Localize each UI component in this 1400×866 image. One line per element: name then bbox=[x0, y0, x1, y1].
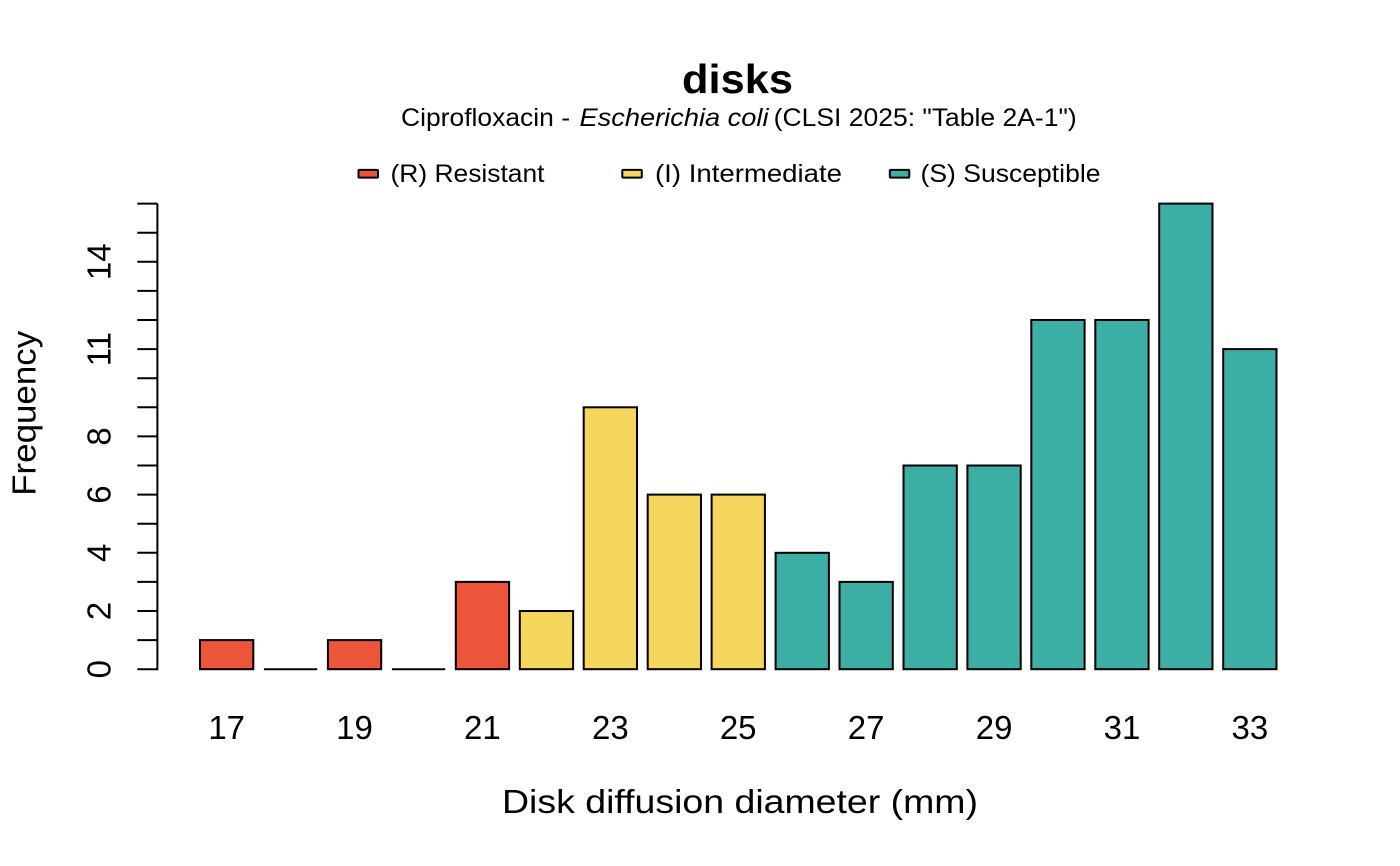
svg-text:disks: disks bbox=[682, 56, 793, 102]
svg-text:25: 25 bbox=[720, 709, 757, 746]
svg-text:19: 19 bbox=[336, 709, 373, 746]
svg-text:21: 21 bbox=[464, 709, 501, 746]
svg-text:(CLSI 2025: "Table 2A-1"): (CLSI 2025: "Table 2A-1") bbox=[774, 104, 1077, 132]
svg-text:Ciprofloxacin -: Ciprofloxacin - bbox=[401, 104, 570, 132]
svg-text:8: 8 bbox=[80, 427, 117, 445]
svg-text:Disk diffusion diameter (mm): Disk diffusion diameter (mm) bbox=[502, 783, 978, 820]
svg-text:27: 27 bbox=[848, 709, 885, 746]
svg-text:14: 14 bbox=[80, 243, 117, 280]
svg-text:(S) Susceptible: (S) Susceptible bbox=[921, 160, 1101, 188]
svg-text:(I) Intermediate: (I) Intermediate bbox=[655, 160, 842, 188]
svg-text:11: 11 bbox=[80, 332, 117, 366]
svg-text:Frequency: Frequency bbox=[6, 330, 43, 496]
svg-text:0: 0 bbox=[80, 660, 117, 678]
svg-text:(R) Resistant: (R) Resistant bbox=[391, 160, 545, 188]
svg-text:29: 29 bbox=[976, 709, 1013, 746]
svg-text:17: 17 bbox=[208, 709, 245, 746]
svg-text:4: 4 bbox=[80, 544, 117, 562]
svg-text:31: 31 bbox=[1104, 709, 1141, 746]
svg-text:2: 2 bbox=[80, 602, 117, 620]
svg-text:6: 6 bbox=[80, 485, 117, 503]
svg-text:Escherichia coli: Escherichia coli bbox=[580, 104, 771, 132]
svg-text:23: 23 bbox=[592, 709, 629, 746]
svg-text:33: 33 bbox=[1232, 709, 1269, 746]
